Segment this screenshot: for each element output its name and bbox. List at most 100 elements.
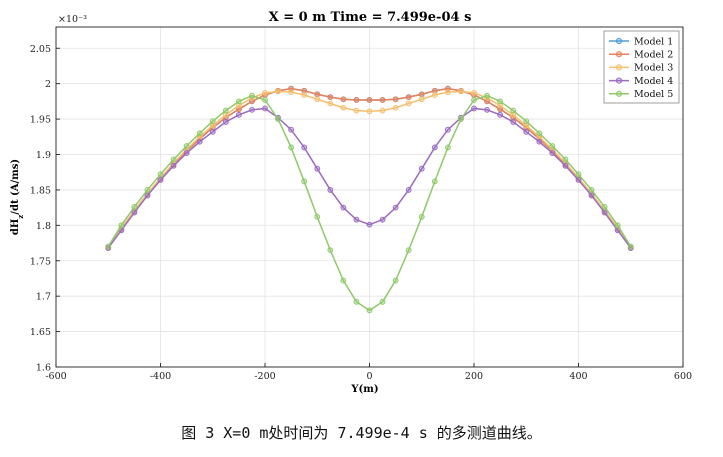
data-point — [235, 111, 242, 118]
legend-swatch-marker — [615, 77, 623, 84]
data-point — [262, 89, 268, 96]
x-tick-label: -600 — [45, 371, 66, 382]
data-point — [405, 100, 412, 107]
data-point — [392, 277, 399, 284]
data-point — [601, 204, 608, 210]
data-point — [379, 107, 386, 114]
data-point — [157, 177, 164, 183]
y-axis-label-main: dH — [10, 219, 21, 235]
data-point — [314, 91, 321, 98]
series-line — [107, 94, 632, 312]
data-point — [497, 111, 504, 118]
data-point — [575, 171, 582, 178]
data-point — [562, 162, 569, 169]
data-point — [340, 277, 347, 284]
data-point — [418, 91, 425, 98]
data-point — [366, 307, 373, 314]
data-point — [131, 209, 138, 216]
legend-swatch-marker — [615, 64, 623, 71]
data-point — [209, 128, 216, 135]
x-tick-label: 400 — [569, 371, 587, 382]
y-tick-label: 2 — [45, 79, 51, 90]
data-point — [575, 177, 582, 183]
data-point — [405, 247, 412, 254]
y-multiplier: ×10⁻³ — [58, 14, 87, 25]
series-line — [107, 87, 632, 249]
x-tick-label: -200 — [254, 371, 275, 382]
data-point — [353, 298, 360, 305]
data-point — [484, 106, 490, 113]
data-point — [379, 298, 386, 305]
y-tick-label: 1.8 — [36, 221, 51, 232]
data-point — [392, 104, 399, 111]
data-point — [523, 118, 530, 125]
data-point — [510, 119, 517, 125]
series-line — [107, 107, 632, 249]
data-point — [366, 108, 373, 115]
legend-entry-label: Model 1 — [634, 36, 673, 47]
data-point — [444, 89, 451, 96]
data-point — [471, 97, 477, 103]
series-line — [107, 90, 632, 249]
legend-swatch-marker — [615, 90, 623, 97]
data-point — [288, 89, 295, 96]
figure-caption: 图 3 X=0 m处时间为 7.499e-4 s 的多测道曲线。 — [181, 424, 542, 442]
data-point — [144, 192, 151, 199]
legend-entry-label: Model 5 — [634, 89, 673, 100]
y-tick-label: 1.9 — [36, 150, 51, 161]
data-point — [327, 100, 334, 107]
y-tick-label: 1.85 — [30, 185, 51, 196]
data-point — [471, 89, 477, 96]
legend-entry-label: Model 3 — [634, 63, 673, 74]
data-point — [458, 88, 464, 95]
y-axis-label-rest: /dt (A/ms) — [10, 159, 21, 215]
data-point — [275, 116, 281, 122]
data-point — [418, 96, 425, 103]
legend: Model 1 Model 2 Model 3 Model 4 Model 5 — [603, 30, 680, 104]
data-point — [431, 87, 438, 94]
data-point — [601, 209, 608, 216]
data-point — [222, 107, 229, 114]
data-point — [131, 204, 138, 210]
data-point — [288, 126, 295, 133]
data-point — [588, 187, 595, 193]
axis-ticks: -600 -400 -200 0 200 400 600 1.6 1.65 1.7 1.75 1.8 1… — [30, 44, 692, 382]
data-point — [549, 143, 556, 149]
data-point — [627, 243, 634, 250]
data-point — [523, 122, 530, 129]
data-point — [510, 107, 517, 114]
data-point — [549, 150, 556, 156]
data-point — [118, 222, 125, 229]
data-point — [314, 213, 321, 220]
data-point — [262, 97, 268, 103]
data-point — [209, 118, 216, 125]
data-point — [353, 216, 360, 223]
data-point — [431, 178, 438, 185]
x-tick-label: 600 — [674, 371, 692, 382]
grid-lines — [55, 27, 684, 368]
data-point — [353, 97, 360, 103]
data-point — [510, 111, 517, 118]
data-point — [366, 221, 373, 228]
data-point — [235, 102, 242, 109]
data-point — [614, 222, 621, 229]
data-point — [444, 144, 451, 151]
x-tick-label: 200 — [465, 371, 483, 382]
data-point — [144, 187, 151, 193]
data-point — [366, 97, 373, 103]
data-point — [249, 106, 255, 113]
data-point — [222, 119, 229, 125]
data-point — [379, 97, 386, 103]
data-point — [431, 92, 438, 98]
data-point — [196, 138, 203, 145]
data-point — [196, 130, 203, 137]
series-model-5 — [105, 92, 634, 314]
line-chart: -600 -400 -200 0 200 400 600 1.6 1.65 1.7 1.75 1.8 1… — [10, 10, 692, 395]
data-point — [157, 171, 164, 178]
x-tick-label: -400 — [150, 371, 171, 382]
data-point — [327, 187, 334, 193]
data-point — [314, 96, 321, 103]
data-point — [418, 213, 425, 220]
data-point — [222, 111, 229, 118]
data-point — [275, 88, 281, 95]
